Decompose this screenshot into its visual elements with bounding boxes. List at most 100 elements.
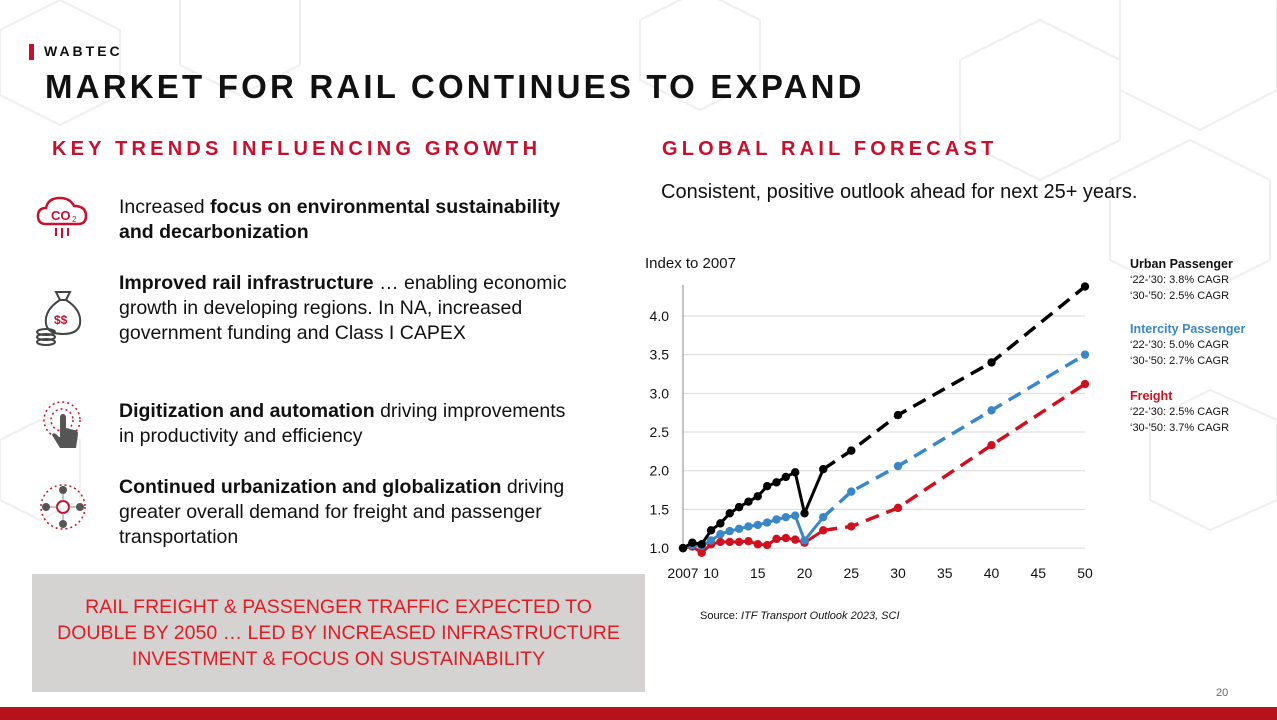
trend-item-digitization: Digitization and automation driving impr… [119, 399, 569, 449]
y-tick-label: 4.0 [650, 308, 670, 324]
intercity-passenger-point [790, 511, 800, 520]
freight-point [725, 537, 734, 547]
svg-text:CO: CO [51, 208, 71, 223]
legend-intercity-name: Intercity Passenger [1130, 322, 1246, 336]
freight-forecast-line [822, 382, 1086, 533]
x-tick-label: 2007 [667, 565, 698, 581]
x-tick-label: 40 [984, 565, 1000, 581]
x-tick-label: 30 [890, 565, 906, 581]
chart-source: Source: ITF Transport Outlook 2023, SCI [700, 610, 900, 622]
x-tick-label: 35 [937, 565, 953, 581]
urban-passenger-point [744, 497, 753, 506]
urban-passenger-point [725, 509, 734, 518]
freight-forecast-point [1080, 379, 1090, 389]
urban-passenger-point [800, 509, 809, 518]
freight-point [744, 536, 753, 546]
y-tick-label: 1.0 [650, 540, 670, 556]
urban-passenger-point [688, 538, 697, 547]
freight-point [790, 535, 800, 544]
freight-forecast-point [987, 441, 996, 450]
trend-text-bold: Digitization and automation [119, 400, 375, 422]
urban-passenger-point [781, 472, 791, 482]
x-tick-label: 20 [797, 565, 813, 581]
urban-passenger-point [716, 519, 725, 528]
intercity-passenger-point [781, 512, 791, 522]
freight-forecast-point [847, 522, 856, 531]
page-title: MARKET FOR RAIL CONTINUES TO EXPAND [45, 68, 865, 105]
bottom-accent-bar [0, 707, 1277, 720]
global-rail-forecast-chart: 1.0 1.5 2.0 2.5 3.0 3.5 4.0 2007 10 15 20 25 30 35 40 4… [650, 282, 1093, 581]
urban-passenger-forecast-point [1080, 282, 1090, 291]
forecast-subtitle: Consistent, positive outlook ahead for n… [661, 181, 1138, 203]
brand-logo-text: WABTEC [44, 43, 123, 59]
urban-passenger-point [753, 492, 762, 501]
intercity-passenger-point [762, 518, 772, 527]
x-tick-label: 25 [843, 565, 859, 581]
trend-text-plain: driving improvements in productivity and… [119, 400, 566, 447]
co2-cloud-icon: CO 2 [36, 196, 88, 238]
urban-passenger-point [697, 540, 706, 549]
intercity-passenger-forecast-point [847, 487, 856, 496]
urban-passenger-point [772, 478, 781, 487]
money-bag-icon: $$ [36, 291, 82, 346]
intercity-passenger-point [716, 530, 725, 539]
intercity-passenger-forecast-point [987, 406, 996, 415]
x-tick-label: 10 [703, 565, 719, 581]
legend-intercity-note-1: ‘22-’30: 5.0% CAGR [1130, 339, 1230, 351]
intercity-passenger-point [800, 536, 809, 545]
trend-item-sustainability: Increased focus on environmental sustain… [119, 195, 569, 245]
trend-text-bold: Continued urbanization and globalization [119, 476, 502, 498]
trend-item-urbanization: Continued urbanization and globalization… [119, 475, 569, 550]
legend-urban-name: Urban Passenger [1130, 257, 1233, 271]
trend-text-plain: … enabling economic growth in developing… [119, 272, 567, 344]
legend-intercity-note-2: ‘30-’50: 2.7% CAGR [1130, 355, 1230, 367]
intercity-passenger-point [819, 512, 828, 522]
page-number: 20 [1216, 687, 1229, 699]
legend-freight-note-2: ‘30-’50: 3.7% CAGR [1130, 422, 1230, 434]
y-tick-label: 2.0 [650, 463, 670, 479]
freight-point [762, 540, 772, 550]
y-tick-label: 1.5 [650, 501, 670, 517]
freight-point [772, 534, 781, 544]
trend-item-infrastructure: Improved rail infrastructure … enabling … [119, 271, 569, 346]
chart-y-axis-title: Index to 2007 [645, 255, 736, 272]
trend-text-plain: driving greater overall demand for freig… [119, 476, 565, 548]
intercity-passenger-forecast-point [893, 461, 903, 471]
urban-passenger-forecast-line [822, 285, 1087, 471]
trend-text-plain: Increased [119, 196, 211, 218]
legend-urban-note-2: ‘30-’50: 2.5% CAGR [1130, 290, 1230, 302]
legend-urban: Urban Passenger ‘22-’30: 3.8% CAGR ‘30-’… [1130, 256, 1233, 304]
urban-passenger-forecast-point [987, 358, 996, 367]
globe-network-icon [40, 484, 86, 530]
brand-accent-bar [29, 44, 34, 60]
intercity-passenger-point [734, 524, 744, 533]
svg-text:$$: $$ [54, 313, 68, 327]
legend-intercity: Intercity Passenger ‘22-’30: 5.0% CAGR ‘… [1130, 321, 1245, 369]
source-text: ITF Transport Outlook 2023, SCI [740, 610, 900, 622]
freight-point [753, 540, 762, 549]
freight-point [819, 526, 828, 535]
y-tick-label: 2.5 [650, 424, 670, 440]
svg-text:2: 2 [72, 215, 77, 224]
x-tick-label: 45 [1030, 565, 1046, 581]
y-tick-label: 3.0 [650, 385, 670, 401]
intercity-passenger-point [744, 522, 753, 531]
freight-point [697, 548, 706, 557]
legend-urban-note-1: ‘22-’30: 3.8% CAGR [1130, 274, 1230, 286]
urban-passenger-point [706, 526, 716, 535]
urban-passenger-point [790, 468, 800, 477]
intercity-passenger-point [753, 520, 762, 530]
urban-passenger-point [762, 482, 772, 491]
urban-passenger-forecast-point [893, 410, 903, 420]
callout-box: RAIL FREIGHT & PASSENGER TRAFFIC EXPECTE… [32, 574, 645, 692]
urban-passenger-forecast-point [847, 446, 856, 455]
x-tick-label: 15 [750, 565, 766, 581]
freight-forecast-point [893, 503, 903, 513]
x-tick-label: 50 [1077, 565, 1093, 581]
y-tick-label: 3.5 [650, 347, 670, 363]
freight-point [716, 537, 725, 547]
urban-passenger-point [678, 543, 688, 553]
key-trends-heading: KEY TRENDS INFLUENCING GROWTH [52, 138, 542, 160]
source-label: Source: [700, 610, 741, 622]
